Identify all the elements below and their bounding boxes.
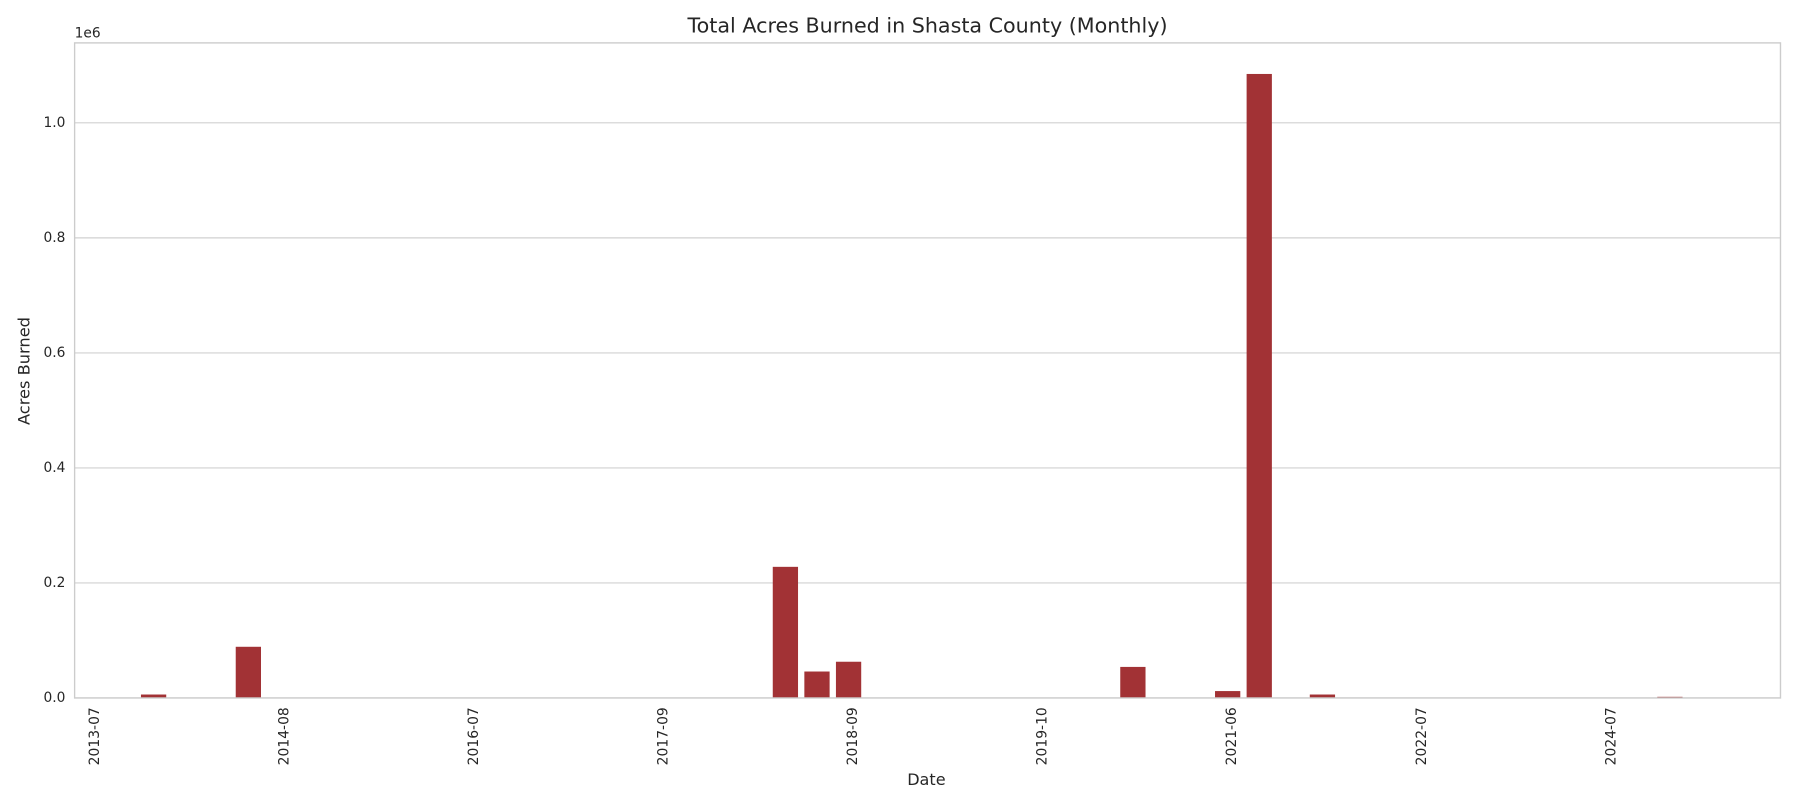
y-tick-label: 1.0 [44,115,66,131]
y-tick-label: 0.0 [44,690,66,706]
x-axis-label: Date [907,770,945,789]
bar [835,661,862,698]
bar [772,566,799,698]
y-tick-label: 0.2 [44,575,66,591]
chart-title: Total Acres Burned in Shasta County (Mon… [687,14,1168,38]
x-tick-label: 2013-07 [87,707,103,765]
y-tick-label: 0.6 [44,345,66,361]
bar [1309,694,1336,698]
x-tick-label: 2024-07 [1603,707,1619,765]
x-tick-label: 2022-07 [1414,707,1430,765]
plot-frame [73,42,1782,699]
x-tick-label: 2019-10 [1035,707,1051,765]
bar [235,646,261,698]
x-tick-label: 2017-09 [656,707,672,765]
y-tick-label: 0.4 [44,460,66,476]
bar [1215,691,1241,698]
bar [804,671,830,698]
bar [1120,666,1146,698]
y-axis-label: Acres Burned [15,317,34,425]
y-offset-label: 1e6 [75,26,101,42]
x-tick-label: 2018-09 [845,707,861,765]
x-tick-label: 2016-07 [466,707,482,765]
y-tick-label: 0.8 [44,230,66,246]
x-tick-label: 2021-06 [1224,707,1240,765]
bar [1246,73,1272,698]
bar [140,694,167,698]
x-tick-label: 2014-08 [277,707,293,765]
